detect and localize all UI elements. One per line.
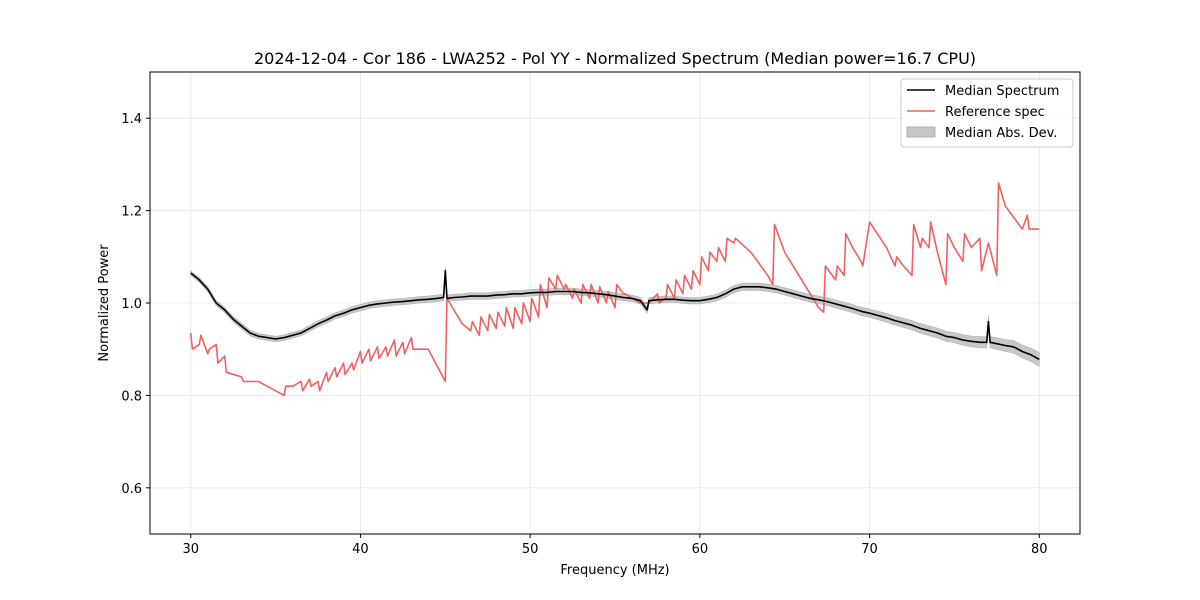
x-tick-label: 70 [861, 542, 878, 557]
legend-frame [900, 78, 1074, 148]
mad-band [190, 267, 1040, 367]
x-tick-label: 50 [522, 542, 539, 557]
legend-label-median: Median Spectrum [945, 84, 1059, 99]
y-tick-label: 1.0 [121, 297, 142, 312]
y-tick-label: 0.8 [121, 389, 142, 404]
series-layer [189, 182, 1040, 397]
legend-label-reference: Reference spec [945, 105, 1045, 120]
x-axis-label: Frequency (MHz) [560, 563, 669, 578]
legend-swatch-mad [906, 126, 936, 138]
legend-label-mad: Median Abs. Dev. [945, 126, 1057, 141]
chart-title: 2024-12-04 - Cor 186 - LWA252 - Pol YY -… [254, 49, 976, 68]
y-axis-label: Normalized Power [97, 244, 112, 362]
x-tick-label: 30 [182, 542, 199, 557]
x-tick-label: 40 [352, 542, 369, 557]
median-spectrum-line [190, 269, 1040, 361]
legend: Median Spectrum Reference spec Median Ab… [900, 78, 1074, 148]
y-tick-label: 0.6 [121, 482, 142, 497]
y-tick-label: 1.2 [121, 205, 142, 220]
mad-band-layer [190, 267, 1040, 367]
x-tick-label: 80 [1031, 542, 1048, 557]
ticks: 30 40 50 60 70 80 0.6 0.8 1.0 1.2 1.4 [121, 112, 1047, 557]
x-tick-label: 60 [692, 542, 709, 557]
y-tick-label: 1.4 [121, 112, 142, 127]
reference-spec-line [189, 182, 1040, 397]
